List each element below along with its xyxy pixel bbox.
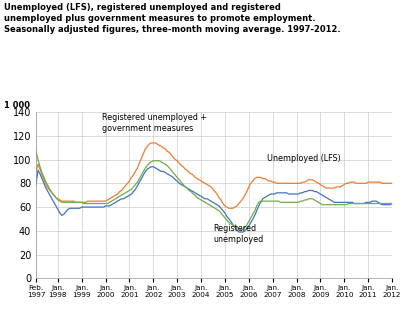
Text: Registered
unemployed: Registered unemployed xyxy=(213,224,263,244)
Text: Unemployed (LFS): Unemployed (LFS) xyxy=(267,154,340,163)
Text: 1 000: 1 000 xyxy=(4,101,30,110)
Text: Registered unemployed +
government measures: Registered unemployed + government measu… xyxy=(102,113,207,133)
Text: Unemployed (LFS), registered unemployed and registered
unemployed plus governmen: Unemployed (LFS), registered unemployed … xyxy=(4,3,341,34)
